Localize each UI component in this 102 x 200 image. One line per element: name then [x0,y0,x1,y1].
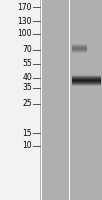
Text: 130: 130 [18,17,32,25]
Text: 25: 25 [22,99,32,108]
Text: 15: 15 [22,129,32,138]
Text: 10: 10 [22,142,32,150]
Text: 70: 70 [22,46,32,54]
Text: 55: 55 [22,60,32,68]
Text: 100: 100 [18,29,32,38]
Text: 35: 35 [22,84,32,92]
Text: 170: 170 [18,2,32,11]
Text: 40: 40 [22,73,32,82]
